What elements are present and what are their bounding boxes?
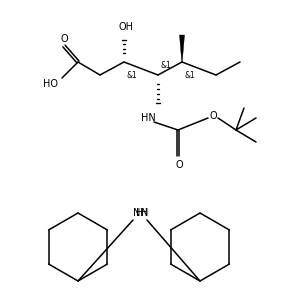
Polygon shape	[179, 35, 184, 62]
Text: HO: HO	[43, 79, 59, 89]
Text: &1: &1	[184, 71, 195, 79]
Text: NH: NH	[133, 208, 147, 218]
Text: &1: &1	[161, 62, 171, 71]
Text: O: O	[60, 34, 68, 44]
Text: O: O	[175, 160, 183, 170]
Text: OH: OH	[118, 22, 133, 32]
Text: HN: HN	[141, 113, 155, 123]
Text: H: H	[136, 208, 144, 218]
Text: O: O	[209, 111, 217, 121]
Text: N: N	[141, 208, 149, 218]
Text: &1: &1	[126, 71, 137, 79]
